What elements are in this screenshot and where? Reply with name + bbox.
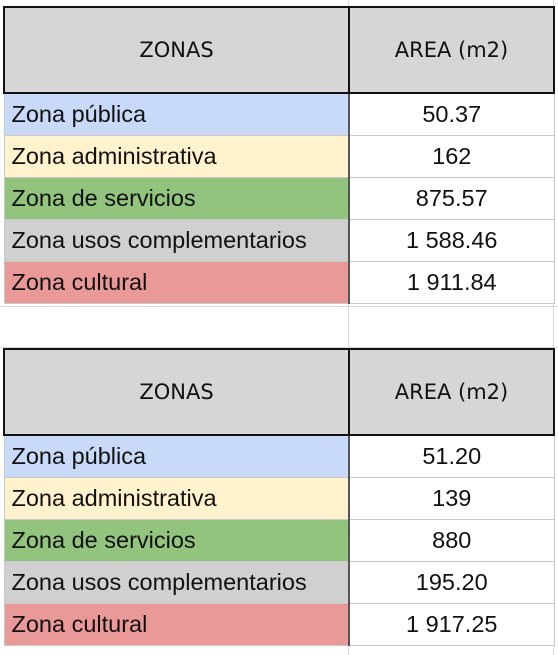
table-row: Zona usos complementarios 1 588.46 — [3, 219, 555, 262]
cell-zona[interactable]: Zona cultural — [3, 603, 350, 646]
cell-zona[interactable]: Zona usos complementarios — [3, 219, 350, 262]
cell-area[interactable]: 875.57 — [348, 177, 555, 220]
zones-table-1: ZONAS AREA (m2) Zona pública 50.37 Zona … — [3, 6, 555, 304]
grid-line — [553, 0, 554, 655]
table-row: Zona pública 50.37 — [3, 92, 555, 136]
cell-zona[interactable]: Zona usos complementarios — [3, 561, 350, 604]
cell-area[interactable]: 50.37 — [348, 92, 555, 136]
cell-zona[interactable]: Zona administrativa — [3, 135, 350, 178]
table-row: Zona administrativa 162 — [3, 135, 555, 178]
cell-area[interactable]: 162 — [348, 135, 555, 178]
table-row: Zona administrativa 139 — [3, 477, 555, 520]
cell-area[interactable]: 880 — [348, 519, 555, 562]
header-zonas[interactable]: ZONAS — [3, 6, 350, 94]
cell-zona[interactable]: Zona pública — [3, 92, 350, 136]
cell-zona[interactable]: Zona administrativa — [3, 477, 350, 520]
cell-zona[interactable]: Zona pública — [3, 434, 350, 478]
grid-line — [0, 306, 558, 307]
table-header-row: ZONAS AREA (m2) — [3, 6, 555, 94]
cell-area[interactable]: 1 588.46 — [348, 219, 555, 262]
header-area[interactable]: AREA (m2) — [348, 6, 555, 94]
table-row: Zona de servicios 875.57 — [3, 177, 555, 220]
table-row: Zona de servicios 880 — [3, 519, 555, 562]
grid-line — [348, 0, 349, 655]
cell-area[interactable]: 139 — [348, 477, 555, 520]
zones-table-2: ZONAS AREA (m2) Zona pública 51.20 Zona … — [3, 348, 555, 646]
cell-zona[interactable]: Zona de servicios — [3, 177, 350, 220]
table-header-row: ZONAS AREA (m2) — [3, 348, 555, 436]
grid-line — [0, 347, 558, 348]
table-row: Zona pública 51.20 — [3, 434, 555, 478]
cell-area[interactable]: 195.20 — [348, 561, 555, 604]
table-row: Zona cultural 1 917.25 — [3, 603, 555, 646]
table-row: Zona cultural 1 911.84 — [3, 261, 555, 304]
table-row: Zona usos complementarios 195.20 — [3, 561, 555, 604]
header-area[interactable]: AREA (m2) — [348, 348, 555, 436]
cell-area[interactable]: 1 917.25 — [348, 603, 555, 646]
header-zonas[interactable]: ZONAS — [3, 348, 350, 436]
cell-area[interactable]: 1 911.84 — [348, 261, 555, 304]
cell-zona[interactable]: Zona cultural — [3, 261, 350, 304]
cell-zona[interactable]: Zona de servicios — [3, 519, 350, 562]
cell-area[interactable]: 51.20 — [348, 434, 555, 478]
